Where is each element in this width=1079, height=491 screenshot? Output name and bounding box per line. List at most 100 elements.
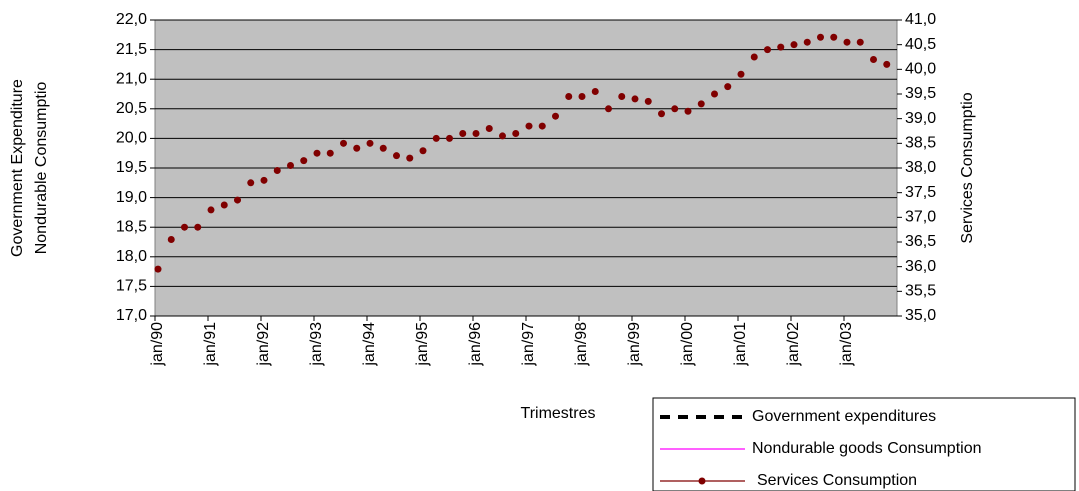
y2-tick-label: 41,0 xyxy=(905,11,936,28)
legend-label: Nondurable goods Consumption xyxy=(752,440,981,457)
legend-label: Government expenditures xyxy=(752,408,936,425)
x-tick-label: jan/90 xyxy=(149,322,166,367)
series-marker xyxy=(154,265,162,273)
series-marker xyxy=(525,122,533,130)
x-tick-label: jan/03 xyxy=(838,322,855,367)
y-axis-title: Government Expenditure xyxy=(9,79,26,257)
series-marker xyxy=(220,201,228,209)
x-tick-label: jan/99 xyxy=(626,322,643,367)
series-marker xyxy=(565,92,573,100)
x-tick-label: jan/95 xyxy=(414,322,431,367)
y2-tick-label: 35,5 xyxy=(905,283,936,300)
series-marker xyxy=(273,166,281,174)
series-marker xyxy=(737,70,745,78)
series-marker xyxy=(684,107,692,115)
x-axis-title: Trimestres xyxy=(521,405,596,422)
series-marker xyxy=(538,122,546,130)
series-marker xyxy=(446,134,453,142)
series-marker xyxy=(234,196,241,204)
y2-tick-label: 38,0 xyxy=(905,159,936,176)
y-tick-label: 17,5 xyxy=(116,278,147,295)
x-tick-label: jan/98 xyxy=(573,322,590,367)
series-marker xyxy=(287,162,294,170)
series-marker xyxy=(803,38,811,46)
series-marker xyxy=(618,92,626,100)
legend-marker xyxy=(698,477,706,485)
series-marker xyxy=(313,149,321,157)
y-tick-label: 19,0 xyxy=(116,189,147,206)
y2-tick-label: 37,0 xyxy=(905,209,936,226)
series-marker xyxy=(605,105,612,113)
x-tick-label: jan/91 xyxy=(202,322,219,367)
y-tick-label: 22,0 xyxy=(116,11,147,28)
series-marker xyxy=(353,144,361,152)
series-marker xyxy=(856,38,864,46)
series-marker xyxy=(764,46,771,54)
series-marker xyxy=(790,41,798,49)
series-marker xyxy=(817,33,824,41)
y2-tick-label: 36,5 xyxy=(905,233,936,250)
series-marker xyxy=(631,95,639,103)
series-marker xyxy=(697,100,705,108)
y2-tick-label: 39,5 xyxy=(905,85,936,102)
series-marker xyxy=(883,60,891,68)
series-marker xyxy=(300,157,308,165)
y-tick-label: 21,0 xyxy=(116,70,147,87)
series-marker xyxy=(379,144,387,152)
series-marker xyxy=(578,92,586,100)
y2-tick-label: 37,5 xyxy=(905,184,936,201)
y-tick-label: 19,5 xyxy=(116,159,147,176)
y-tick-label: 18,0 xyxy=(116,248,147,265)
series-marker xyxy=(658,110,665,118)
x-tick-label: jan/92 xyxy=(255,322,272,367)
y2-tick-label: 40,5 xyxy=(905,36,936,53)
series-marker xyxy=(830,33,838,41)
series-marker xyxy=(777,43,785,51)
series-marker xyxy=(591,88,599,96)
series-marker xyxy=(393,152,400,160)
series-marker xyxy=(432,134,440,142)
legend-box xyxy=(652,397,1076,491)
series-marker xyxy=(671,105,679,113)
y-axis-title: Nondurable Consumptio xyxy=(33,82,50,255)
x-tick-label: jan/93 xyxy=(308,322,325,367)
series-marker xyxy=(406,154,414,162)
series-marker xyxy=(552,112,559,120)
x-tick-label: jan/97 xyxy=(520,322,537,367)
series-marker xyxy=(326,149,334,157)
y2-tick-label: 40,0 xyxy=(905,61,936,78)
series-marker xyxy=(340,139,347,147)
y2-tick-label: 35,0 xyxy=(905,307,936,324)
series-marker xyxy=(247,179,255,187)
x-tick-label: jan/01 xyxy=(732,322,749,367)
y-tick-label: 21,5 xyxy=(116,41,147,58)
y-tick-label: 20,5 xyxy=(116,100,147,117)
series-marker xyxy=(711,90,718,98)
y-tick-label: 17,0 xyxy=(116,307,147,324)
y2-tick-label: 36,0 xyxy=(905,258,936,275)
series-marker xyxy=(472,129,480,137)
series-marker xyxy=(870,55,877,63)
y2-tick-label: 38,5 xyxy=(905,135,936,152)
y2-tick-label: 39,0 xyxy=(905,110,936,127)
series-marker xyxy=(843,38,851,46)
series-marker xyxy=(512,129,520,137)
series-marker xyxy=(366,139,374,147)
series-marker xyxy=(181,223,188,231)
y-tick-label: 20,0 xyxy=(116,130,147,147)
y-tick-label: 18,5 xyxy=(116,218,147,235)
series-marker xyxy=(644,97,652,105)
series-marker xyxy=(207,206,215,214)
series-marker xyxy=(499,132,506,140)
series-marker xyxy=(485,125,493,133)
x-tick-label: jan/96 xyxy=(467,322,484,367)
series-marker xyxy=(167,236,175,244)
x-tick-label: jan/00 xyxy=(679,322,696,367)
legend-label: Services Consumption xyxy=(757,472,917,489)
series-marker xyxy=(419,147,427,155)
x-tick-label: jan/94 xyxy=(361,322,378,367)
series-marker xyxy=(724,83,732,91)
y2-axis-title: Services Consumptio xyxy=(959,92,976,243)
series-marker xyxy=(750,53,758,61)
